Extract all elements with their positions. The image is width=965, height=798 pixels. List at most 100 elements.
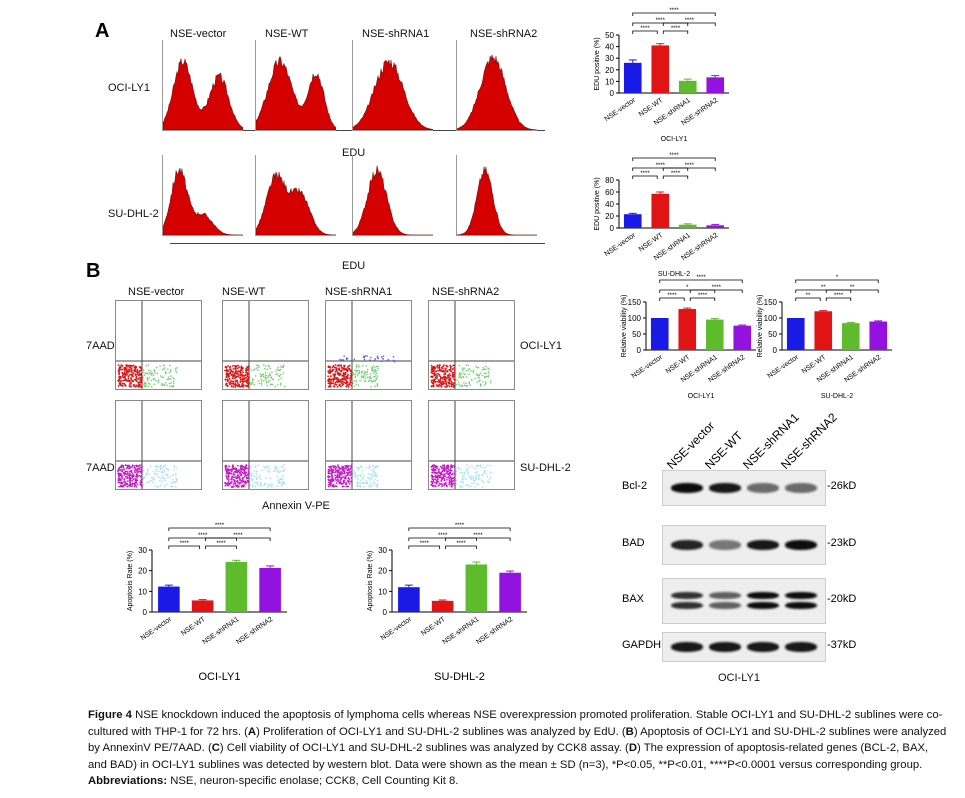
blot-strip-gapdh	[662, 632, 826, 662]
significance-stars: ****	[834, 293, 844, 299]
cell-dot	[369, 476, 372, 479]
cell-dot	[476, 373, 478, 375]
cell-dot	[140, 386, 143, 388]
cell-dot	[345, 464, 348, 467]
cell-dot	[462, 368, 464, 371]
edu-histogram	[456, 155, 537, 236]
cell-dot	[240, 473, 243, 476]
cell-dot	[480, 479, 483, 482]
cell-dot	[370, 486, 372, 488]
cell-dot	[375, 475, 377, 478]
significance-bracket	[795, 289, 852, 293]
cell-dot	[129, 381, 132, 384]
cell-dot	[444, 367, 447, 370]
cell-dot	[227, 364, 230, 367]
cell-dot	[270, 376, 273, 379]
cell-dot	[453, 472, 456, 474]
cell-dot	[157, 466, 160, 468]
significance-bracket	[632, 175, 658, 179]
histogram-fill	[457, 166, 537, 235]
cell-dot	[139, 366, 142, 368]
cell-dot	[245, 464, 248, 466]
cell-dot	[446, 472, 448, 475]
cell-dot	[227, 374, 230, 377]
significance-stars: ****	[696, 275, 706, 281]
edu-histogram	[255, 155, 336, 236]
cell-dot	[366, 373, 368, 376]
cell-dot	[241, 373, 243, 376]
cell-dot	[444, 475, 447, 478]
cell-dot	[336, 370, 338, 373]
cell-dot	[125, 475, 127, 478]
cell-dot	[167, 469, 170, 471]
bar-nse-shrna2	[869, 321, 888, 350]
cell-dot	[224, 484, 227, 487]
protein-band	[785, 483, 817, 493]
cell-dot	[124, 473, 127, 475]
cell-dot	[170, 485, 172, 488]
cell-dot	[244, 369, 247, 372]
cell-dot	[344, 476, 347, 479]
cell-dot	[329, 370, 332, 372]
cell-dot	[157, 485, 159, 488]
cell-dot	[360, 472, 363, 475]
cell-dot	[150, 479, 152, 482]
cell-dot	[370, 379, 373, 382]
cell-dot	[370, 373, 372, 375]
caption-text: ) Cell viability of OCI-LY1 and SU-DHL-2…	[219, 742, 629, 754]
cell-dot	[238, 483, 241, 485]
cell-dot	[264, 367, 266, 370]
cell-dot	[350, 372, 352, 375]
y-axis-label: Relative viability (%)	[621, 294, 628, 357]
cell-dot	[355, 474, 358, 476]
cell-dot	[164, 367, 166, 369]
edu-histogram	[352, 40, 433, 131]
cell-dot	[354, 477, 356, 479]
cell-dot	[119, 478, 121, 481]
cell-dot	[335, 479, 338, 482]
cell-dot	[256, 366, 259, 369]
cell-dot	[161, 475, 164, 477]
cell-dot	[131, 464, 134, 467]
cell-dot	[125, 364, 128, 366]
cell-dot	[257, 380, 260, 382]
cell-dot	[236, 371, 239, 373]
cell-dot	[461, 385, 464, 387]
cell-dot	[145, 473, 148, 475]
cell-dot	[245, 385, 248, 388]
cell-dot	[231, 485, 234, 488]
cell-dot	[122, 465, 125, 468]
band-label: GAPDH	[622, 639, 662, 651]
cell-dot	[149, 465, 152, 467]
cell-dot	[236, 476, 239, 479]
cell-dot	[468, 368, 471, 370]
cell-dot	[477, 473, 480, 476]
y-tick-label: 30	[605, 54, 614, 63]
significance-bracket	[795, 297, 821, 301]
significance-bracket	[168, 537, 237, 541]
cell-dot	[243, 481, 246, 484]
cell-dot	[121, 470, 124, 472]
cell-dot	[152, 476, 155, 479]
cell-dot	[133, 384, 135, 386]
cell-dot	[354, 369, 356, 371]
flow-ylabel-1: 7AAD	[86, 340, 115, 352]
protein-band	[671, 483, 703, 493]
cell-dot	[131, 465, 134, 468]
cell-dot	[374, 474, 376, 476]
cell-dot	[474, 365, 477, 368]
cell-dot	[372, 471, 375, 473]
cell-dot	[365, 480, 368, 482]
cell-dot	[172, 474, 174, 476]
cell-dot	[225, 469, 228, 472]
cell-dot	[431, 376, 433, 379]
cell-dot	[121, 468, 123, 471]
cell-dot	[246, 375, 249, 378]
cell-dot	[129, 364, 132, 367]
cell-dot	[353, 472, 356, 474]
cell-dot	[436, 364, 439, 367]
cell-dot	[328, 485, 330, 488]
cell-dot	[366, 370, 369, 373]
cell-dot	[251, 381, 254, 384]
cell-dot	[233, 365, 236, 367]
